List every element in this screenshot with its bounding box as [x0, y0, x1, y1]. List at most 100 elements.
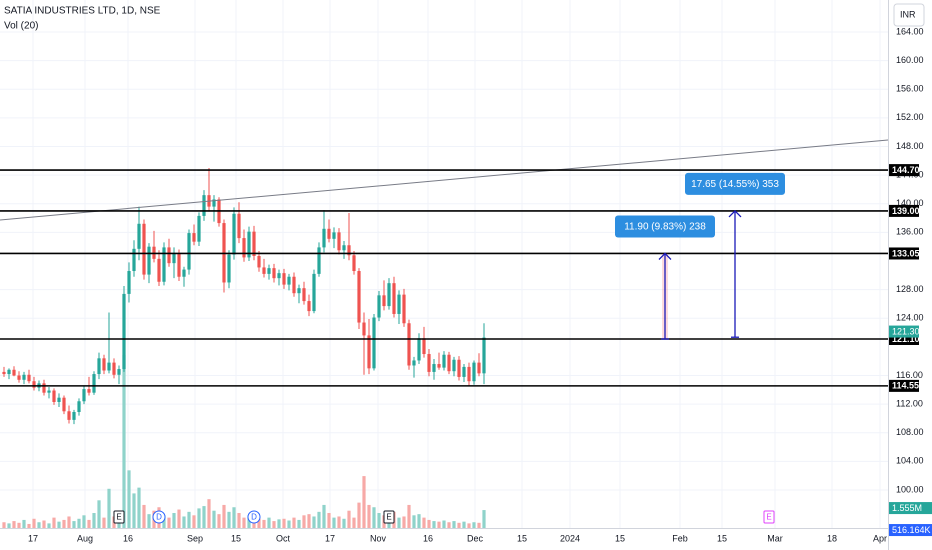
- last-price-tag: 121.30: [889, 325, 920, 338]
- candle-body: [267, 268, 271, 274]
- candle-body: [212, 199, 216, 207]
- measure-arrow: [728, 209, 742, 218]
- volume-bar: [222, 504, 226, 528]
- volume-bar: [327, 513, 331, 528]
- candle-body: [397, 294, 401, 314]
- volume-bar: [277, 519, 281, 528]
- last-price-bg: [889, 325, 919, 338]
- candle-body: [372, 317, 376, 369]
- candle-body: [197, 215, 201, 242]
- volume-bar: [272, 521, 276, 528]
- volume-bar: [307, 514, 311, 528]
- candle-body: [87, 389, 91, 393]
- candle-body: [172, 253, 176, 264]
- candle-body: [402, 294, 406, 324]
- candle-body: [447, 354, 451, 372]
- volume-bar: [267, 517, 271, 528]
- candle-body: [392, 283, 396, 314]
- candle-body: [47, 390, 51, 393]
- measure-label: 17.65 (14.55%) 353: [691, 179, 779, 190]
- measure-label: 11.90 (9.83%) 238: [624, 222, 706, 233]
- candle-body: [362, 322, 366, 336]
- volume-bar: [367, 504, 371, 528]
- volume-bar: [62, 519, 66, 528]
- volume-tag-label: 516.164K: [892, 525, 931, 535]
- candle-body: [287, 276, 291, 285]
- level-tag-bg: [889, 247, 919, 260]
- level-label: 139.00: [892, 206, 920, 216]
- level-label: 114.55: [892, 381, 919, 391]
- candle-body: [357, 271, 361, 323]
- measure-box: [685, 172, 785, 195]
- candle-body: [312, 273, 316, 312]
- volume-bar: [472, 522, 476, 528]
- candle-body: [437, 364, 441, 368]
- candle-body: [252, 231, 256, 256]
- candle-body: [422, 338, 426, 355]
- event-label: D: [251, 513, 257, 522]
- volume-bar: [227, 511, 231, 528]
- volume-bar: [122, 355, 126, 528]
- candle-body: [82, 389, 86, 402]
- event-marker: [152, 510, 166, 524]
- volume-bar: [352, 517, 356, 528]
- volume-bar: [42, 520, 46, 528]
- candle-body: [477, 362, 481, 374]
- event-marker: [763, 510, 775, 524]
- volume-bar: [467, 523, 471, 528]
- volume-bar: [97, 500, 101, 528]
- x-tick-label: 2024: [560, 533, 580, 543]
- currency-button[interactable]: [893, 3, 925, 27]
- volume-bar: [192, 515, 196, 528]
- volume-bar: [332, 517, 336, 528]
- volume-bar: [72, 521, 76, 528]
- volume-bar: [422, 517, 426, 528]
- volume-bar: [462, 521, 466, 528]
- event-label: E: [386, 513, 391, 522]
- level-tag-bg: [889, 379, 919, 392]
- candle-body: [42, 383, 46, 393]
- volume-bar: [402, 516, 406, 528]
- volume-bar: [22, 519, 26, 528]
- x-tick-label: 18: [827, 533, 837, 543]
- trendline: [0, 139, 889, 221]
- level-tag: 114.55: [889, 379, 919, 392]
- candle-body: [192, 233, 196, 242]
- event-label: E: [116, 513, 121, 522]
- volume-bar: [12, 521, 16, 528]
- candle-body: [277, 273, 281, 279]
- candle-body: [142, 223, 146, 275]
- y-tick-label: 108.00: [896, 427, 924, 437]
- currency[interactable]: INR: [900, 9, 916, 19]
- volume-tag-bg: [889, 502, 932, 515]
- candle-body: [327, 228, 331, 239]
- candle-body: [162, 247, 166, 282]
- y-tick-label: 156.00: [896, 84, 924, 94]
- candle-body: [367, 335, 371, 369]
- candle-body: [337, 232, 341, 251]
- volume-bar: [172, 513, 176, 528]
- candle-body: [482, 337, 486, 374]
- volume-bar: [77, 518, 81, 528]
- candle-body: [462, 366, 466, 377]
- volume-bar: [7, 523, 11, 528]
- candle-body: [272, 268, 276, 279]
- volume-bar: [417, 514, 421, 528]
- x-tick-label: Apr: [873, 533, 887, 543]
- candle-body: [412, 360, 416, 366]
- volume-bar: [287, 520, 291, 528]
- volume-bar: [337, 516, 341, 528]
- x-tick-label: 15: [615, 533, 625, 543]
- volume-bar: [437, 521, 441, 528]
- candle-body: [102, 358, 106, 371]
- candle-body: [32, 381, 36, 388]
- candle-body: [187, 233, 191, 270]
- volume-bar: [167, 517, 171, 528]
- volume-bar: [87, 519, 91, 528]
- x-tick-label: 17: [28, 533, 38, 543]
- level-label: 133.05: [892, 248, 920, 258]
- volume-bar: [447, 522, 451, 528]
- volume-bar: [377, 513, 381, 528]
